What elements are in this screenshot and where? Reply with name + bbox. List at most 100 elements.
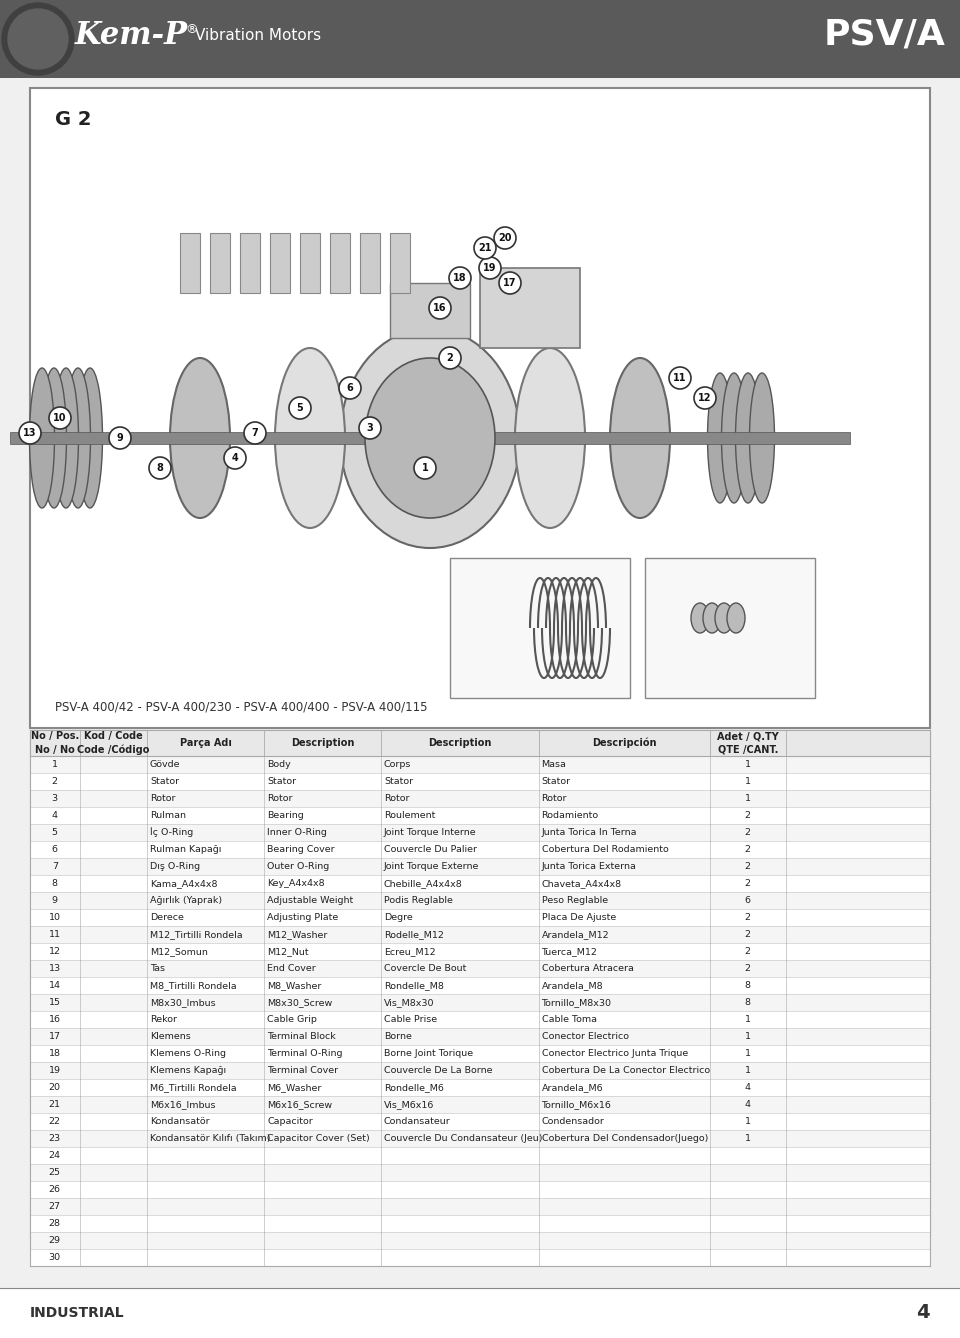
Text: 20: 20 — [49, 1082, 60, 1092]
Bar — [240, 233, 260, 293]
Text: 3: 3 — [52, 793, 58, 803]
Text: 6: 6 — [347, 383, 353, 393]
Text: 10: 10 — [49, 913, 60, 922]
Bar — [390, 284, 470, 339]
Text: Chaveta_A4x4x8: Chaveta_A4x4x8 — [541, 879, 622, 888]
Text: M6x16_Imbus: M6x16_Imbus — [150, 1100, 215, 1109]
Circle shape — [359, 417, 381, 439]
Bar — [30, 926, 930, 943]
Text: Roulement: Roulement — [384, 811, 436, 820]
Bar — [30, 756, 930, 773]
Text: M6_Tirtilli Rondela: M6_Tirtilli Rondela — [150, 1082, 236, 1092]
Circle shape — [414, 458, 436, 479]
Text: Peso Reglable: Peso Reglable — [541, 896, 608, 904]
Text: Junta Torica In Terna: Junta Torica In Terna — [541, 828, 637, 838]
Ellipse shape — [691, 603, 709, 633]
Circle shape — [499, 272, 521, 294]
Text: Rulman Kapağı: Rulman Kapağı — [150, 846, 222, 854]
Ellipse shape — [30, 368, 55, 508]
Bar — [30, 1215, 930, 1232]
Text: Rondelle_M6: Rondelle_M6 — [384, 1082, 444, 1092]
Bar — [30, 842, 930, 858]
Bar — [30, 824, 930, 842]
Text: 4: 4 — [745, 1100, 751, 1109]
Bar — [30, 1164, 930, 1181]
Bar — [30, 943, 930, 959]
Text: 1: 1 — [745, 1117, 751, 1127]
Text: M8x30_Screw: M8x30_Screw — [267, 998, 332, 1008]
Text: 9: 9 — [52, 896, 58, 904]
Text: Capacitor: Capacitor — [267, 1117, 313, 1127]
Text: M6_Washer: M6_Washer — [267, 1082, 322, 1092]
Bar — [30, 1113, 930, 1131]
Text: 8: 8 — [745, 981, 751, 990]
Text: 13: 13 — [23, 428, 36, 438]
Text: Borne Joint Torique: Borne Joint Torique — [384, 1049, 473, 1058]
Text: 17: 17 — [49, 1032, 60, 1041]
Text: 15: 15 — [49, 998, 60, 1008]
Bar — [30, 1078, 930, 1096]
Text: Couvercle Du Condansateur (Jeu): Couvercle Du Condansateur (Jeu) — [384, 1135, 542, 1143]
Text: 19: 19 — [49, 1066, 60, 1074]
Text: 26: 26 — [49, 1185, 60, 1193]
Text: Vibration Motors: Vibration Motors — [195, 28, 322, 43]
Text: 6: 6 — [52, 846, 58, 854]
Bar — [30, 731, 930, 1238]
Bar — [0, 1288, 960, 1338]
Text: End Cover: End Cover — [267, 963, 316, 973]
Bar — [30, 1232, 930, 1248]
Bar — [390, 233, 410, 293]
Bar — [30, 731, 930, 756]
Bar — [210, 233, 230, 293]
Text: Rodelle_M12: Rodelle_M12 — [384, 930, 444, 939]
Bar — [450, 558, 630, 698]
Ellipse shape — [65, 368, 90, 508]
Text: Vis_M8x30: Vis_M8x30 — [384, 998, 435, 1008]
Text: Key_A4x4x8: Key_A4x4x8 — [267, 879, 324, 888]
Text: Conector Electrico Junta Trique: Conector Electrico Junta Trique — [541, 1049, 687, 1058]
Text: Body: Body — [267, 760, 291, 769]
Text: Ecreu_M12: Ecreu_M12 — [384, 947, 436, 955]
Text: Cable Prise: Cable Prise — [384, 1016, 437, 1024]
Bar — [360, 233, 380, 293]
Bar — [270, 233, 290, 293]
Text: PSV-A 400/42 - PSV-A 400/230 - PSV-A 400/400 - PSV-A 400/115: PSV-A 400/42 - PSV-A 400/230 - PSV-A 400… — [55, 700, 427, 713]
Text: 7: 7 — [252, 428, 258, 438]
Bar — [180, 233, 200, 293]
Text: 1: 1 — [745, 1135, 751, 1143]
Ellipse shape — [727, 603, 745, 633]
Text: 1: 1 — [745, 1032, 751, 1041]
Circle shape — [694, 387, 716, 409]
Text: Vis_M6x16: Vis_M6x16 — [384, 1100, 434, 1109]
Text: Chebille_A4x4x8: Chebille_A4x4x8 — [384, 879, 463, 888]
Text: Description: Description — [291, 739, 354, 748]
Ellipse shape — [715, 603, 733, 633]
Circle shape — [479, 257, 501, 280]
Text: Gövde: Gövde — [150, 760, 180, 769]
Bar — [30, 789, 930, 807]
Text: Degre: Degre — [384, 913, 413, 922]
Text: 8: 8 — [52, 879, 58, 888]
Text: 1: 1 — [745, 1049, 751, 1058]
Bar — [30, 909, 930, 926]
Text: Conector Electrico: Conector Electrico — [541, 1032, 629, 1041]
Text: Kod / Code
Code /Código: Kod / Code Code /Código — [77, 731, 150, 755]
Circle shape — [669, 367, 691, 389]
Text: 2: 2 — [446, 353, 453, 363]
Text: PSV/A: PSV/A — [824, 17, 946, 52]
Text: M6x16_Screw: M6x16_Screw — [267, 1100, 332, 1109]
Circle shape — [289, 397, 311, 419]
Ellipse shape — [41, 368, 66, 508]
Circle shape — [49, 407, 71, 429]
Text: Tornillo_M8x30: Tornillo_M8x30 — [541, 998, 612, 1008]
Ellipse shape — [735, 373, 760, 503]
Text: Condansateur: Condansateur — [384, 1117, 451, 1127]
Text: 4: 4 — [231, 454, 238, 463]
Text: Kondansatör Kılıfı (Takım): Kondansatör Kılıfı (Takım) — [150, 1135, 271, 1143]
Circle shape — [429, 297, 451, 318]
Text: 30: 30 — [49, 1252, 60, 1262]
Ellipse shape — [722, 373, 747, 503]
Text: 4: 4 — [917, 1303, 930, 1322]
Circle shape — [474, 237, 496, 260]
Text: Rodamiento: Rodamiento — [541, 811, 599, 820]
